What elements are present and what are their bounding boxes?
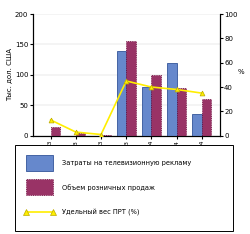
Bar — [177, 88, 186, 136]
Bar — [167, 63, 177, 136]
FancyBboxPatch shape — [26, 179, 53, 195]
Bar — [142, 87, 152, 136]
FancyBboxPatch shape — [15, 145, 233, 231]
Text: Удельный вес ПРТ (%): Удельный вес ПРТ (%) — [62, 208, 140, 216]
Bar — [101, 135, 110, 136]
Y-axis label: Тыс. дол. США: Тыс. дол. США — [6, 48, 12, 101]
Bar — [202, 99, 211, 136]
FancyBboxPatch shape — [26, 155, 53, 171]
Text: Объем розничных продаж: Объем розничных продаж — [62, 184, 155, 191]
Bar — [152, 75, 161, 136]
Bar — [76, 133, 86, 136]
Bar — [192, 114, 202, 136]
Text: Затраты на телевизионную рекламу: Затраты на телевизионную рекламу — [62, 160, 191, 166]
Bar — [117, 51, 126, 136]
Bar — [126, 41, 136, 136]
Bar — [50, 127, 60, 136]
Y-axis label: %: % — [237, 69, 244, 75]
